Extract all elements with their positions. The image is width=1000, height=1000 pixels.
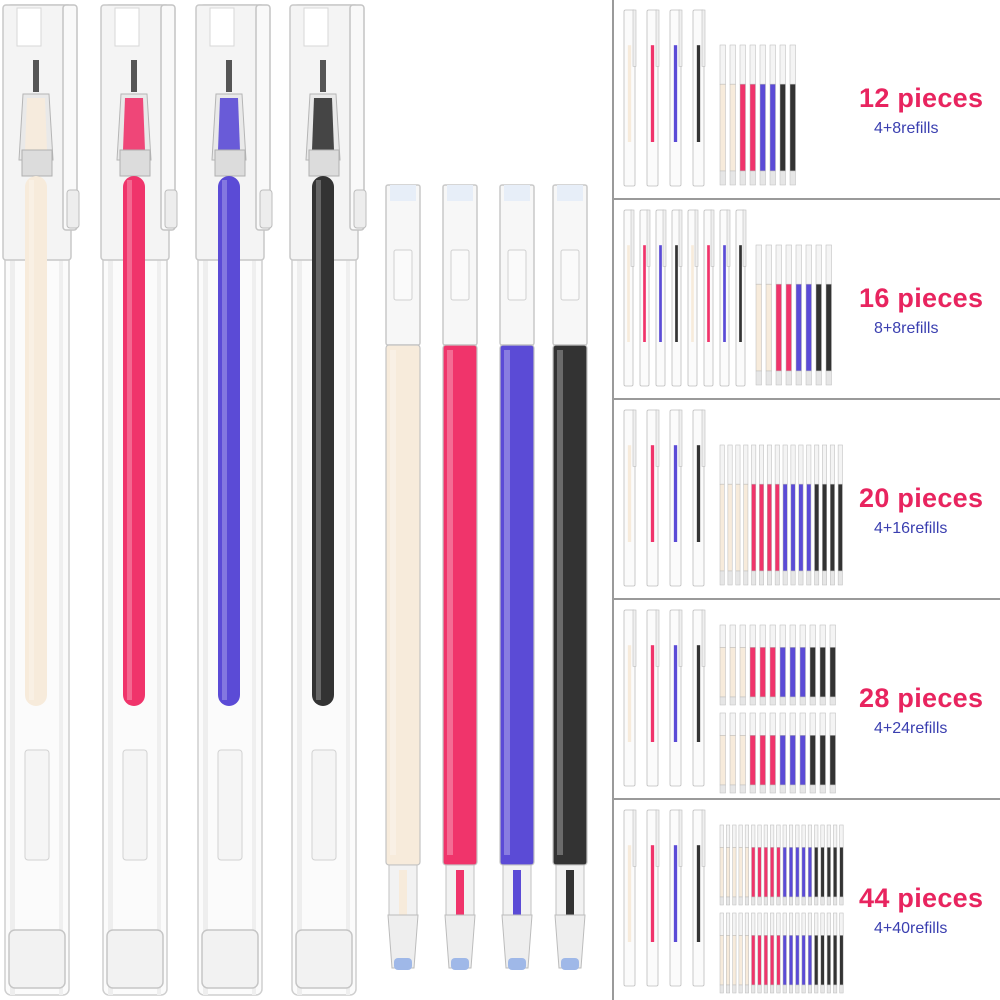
cream-refill-icon: [385, 184, 421, 970]
option-44-pieces: 44 pieces 4+40refills: [614, 800, 1000, 1000]
option-thumbnail-group: [623, 9, 796, 187]
option-subtitle: 4+24refills: [874, 720, 948, 737]
option-thumbnail-group: [623, 809, 844, 994]
option-title: 16 pieces: [859, 283, 984, 313]
option-subtitle: 4+8refills: [874, 120, 939, 137]
option-thumbnail-28-icon: [623, 609, 836, 794]
option-thumbnail-group: [623, 409, 843, 587]
pink-pen-icon: [100, 4, 178, 996]
option-subtitle: 4+16refills: [874, 520, 948, 537]
option-title: 20 pieces: [859, 483, 984, 513]
option-16-pieces: 16 pieces 8+8refills: [614, 200, 1000, 400]
option-20-pieces: 20 pieces 4+16refills: [614, 400, 1000, 600]
black-pen-icon: [289, 4, 367, 996]
option-thumbnail-12-icon: [623, 9, 796, 187]
option-title: 44 pieces: [859, 883, 984, 913]
pink-refill-icon: [442, 184, 478, 970]
purple-refill-icon: [499, 184, 535, 970]
option-thumbnail-16-icon: [623, 209, 832, 387]
option-12-pieces: 12 pieces 4+8refills: [614, 0, 1000, 200]
option-subtitle: 4+40refills: [874, 920, 948, 937]
cream-pen-icon: [2, 4, 80, 996]
option-subtitle: 8+8refills: [874, 320, 939, 337]
package-options-panel: 12 pieces 4+8refills 16 pieces 8+8refill…: [612, 0, 1000, 1000]
option-title: 28 pieces: [859, 683, 984, 713]
option-thumbnail-group: [623, 609, 836, 794]
option-thumbnail-44-icon: [623, 809, 844, 994]
pens-and-refills-illustration: [2, 4, 588, 996]
option-thumbnail-20-icon: [623, 409, 843, 587]
purple-pen-icon: [195, 4, 273, 996]
option-title: 12 pieces: [859, 83, 984, 113]
option-thumbnail-group: [623, 209, 832, 387]
option-28-pieces: 28 pieces 4+24refills: [614, 600, 1000, 800]
black-refill-icon: [552, 184, 588, 970]
